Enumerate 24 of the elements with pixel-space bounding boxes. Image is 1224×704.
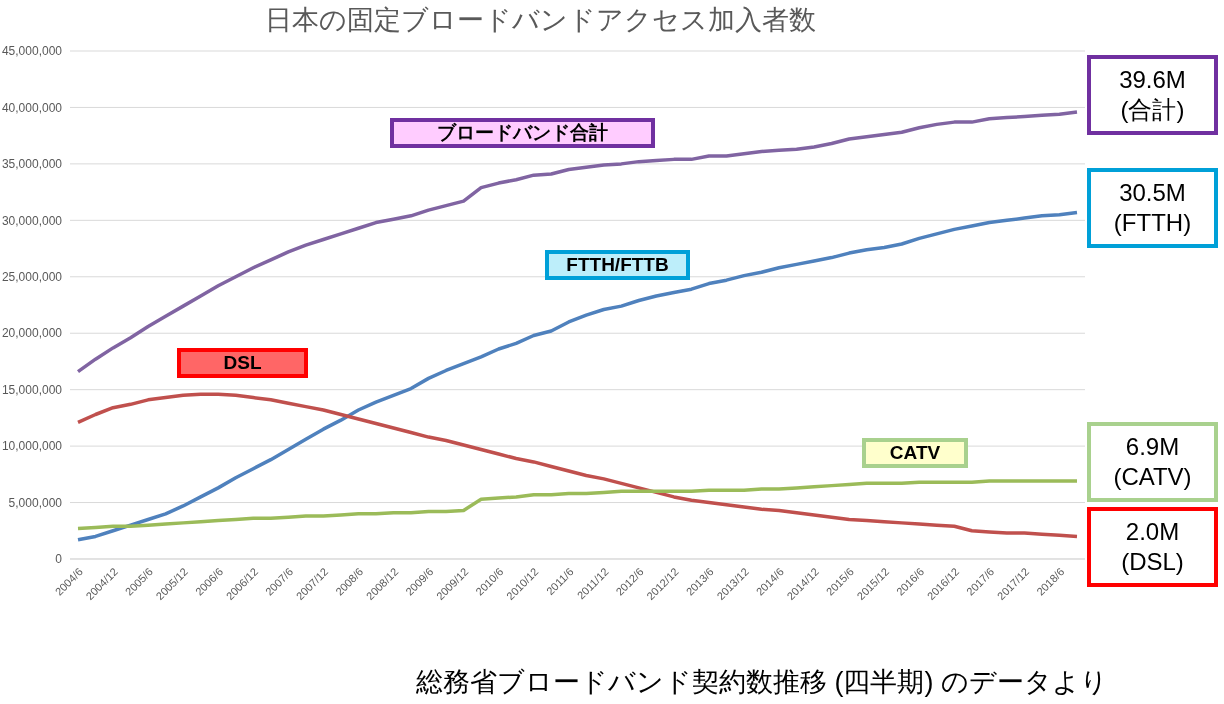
y-tick-label: 0 bbox=[55, 552, 63, 567]
chart-title: 日本の固定ブロードバンドアクセス加入者数 bbox=[263, 4, 817, 37]
y-tick-label: 40,000,000 bbox=[1, 100, 63, 115]
y-tick-label: 35,000,000 bbox=[1, 157, 63, 172]
callout-box: 2.0M (DSL) bbox=[1087, 507, 1218, 587]
y-tick-label: 45,000,000 bbox=[1, 44, 63, 59]
y-tick-label: 30,000,000 bbox=[1, 213, 63, 228]
callout-box: 39.6M (合計) bbox=[1087, 55, 1218, 135]
label-box: CATV bbox=[862, 438, 968, 468]
y-tick-label: 10,000,000 bbox=[1, 439, 63, 454]
line-series bbox=[76, 110, 1079, 374]
label-box: FTTH/FTTB bbox=[545, 250, 690, 280]
label-box: ブロードバンド合計 bbox=[390, 118, 655, 148]
line-series bbox=[76, 479, 1079, 531]
y-tick-label: 25,000,000 bbox=[1, 270, 63, 285]
y-tick-label: 15,000,000 bbox=[1, 382, 63, 397]
label-box: DSL bbox=[177, 348, 308, 378]
y-tick-label: 5,000,000 bbox=[8, 495, 63, 510]
callout-box: 6.9M (CATV) bbox=[1087, 422, 1218, 502]
line-series bbox=[76, 210, 1079, 542]
callout-box: 30.5M (FTTH) bbox=[1087, 168, 1218, 248]
text: 総務省ブロードバンド契約数推移 (四半期) のデータより bbox=[415, 666, 1109, 699]
line-series bbox=[76, 392, 1079, 539]
y-tick-label: 20,000,000 bbox=[1, 326, 63, 341]
